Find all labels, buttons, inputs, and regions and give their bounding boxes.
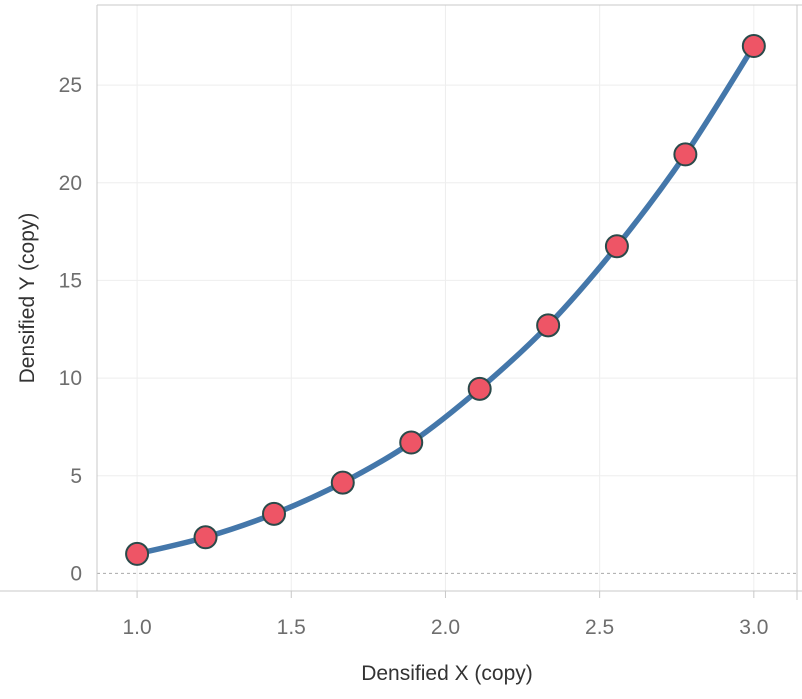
data-point[interactable]	[193, 525, 218, 550]
series	[125, 34, 766, 566]
x-tick-label: 3.0	[739, 616, 768, 639]
data-point[interactable]	[536, 313, 561, 338]
x-tick-label: 1.0	[122, 616, 151, 639]
y-tick-label: 5	[70, 465, 82, 488]
data-point[interactable]	[741, 34, 766, 59]
y-tick-label: 10	[59, 367, 82, 390]
y-tick-label: 0	[70, 562, 82, 585]
x-tick-label: 1.5	[277, 616, 306, 639]
y-tick-label: 20	[59, 172, 82, 195]
grid	[97, 5, 797, 598]
data-point[interactable]	[467, 376, 492, 401]
x-tick-label: 2.0	[431, 616, 460, 639]
y-tick-label: 25	[59, 74, 82, 97]
data-point[interactable]	[330, 470, 355, 495]
data-point[interactable]	[399, 430, 424, 455]
data-point[interactable]	[604, 234, 629, 259]
y-axis-label: Densified Y (copy)	[16, 213, 39, 384]
data-point[interactable]	[262, 501, 287, 526]
data-point[interactable]	[673, 142, 698, 167]
axes	[0, 4, 802, 600]
tick-labels: 1.0 1.5 2.0 2.5 3.0 0 5 10 15 20 25	[59, 74, 769, 639]
x-tick-label: 2.5	[585, 616, 614, 639]
y-tick-label: 15	[59, 269, 82, 292]
data-point[interactable]	[125, 541, 150, 566]
x-axis-label: Densified X (copy)	[361, 662, 533, 685]
